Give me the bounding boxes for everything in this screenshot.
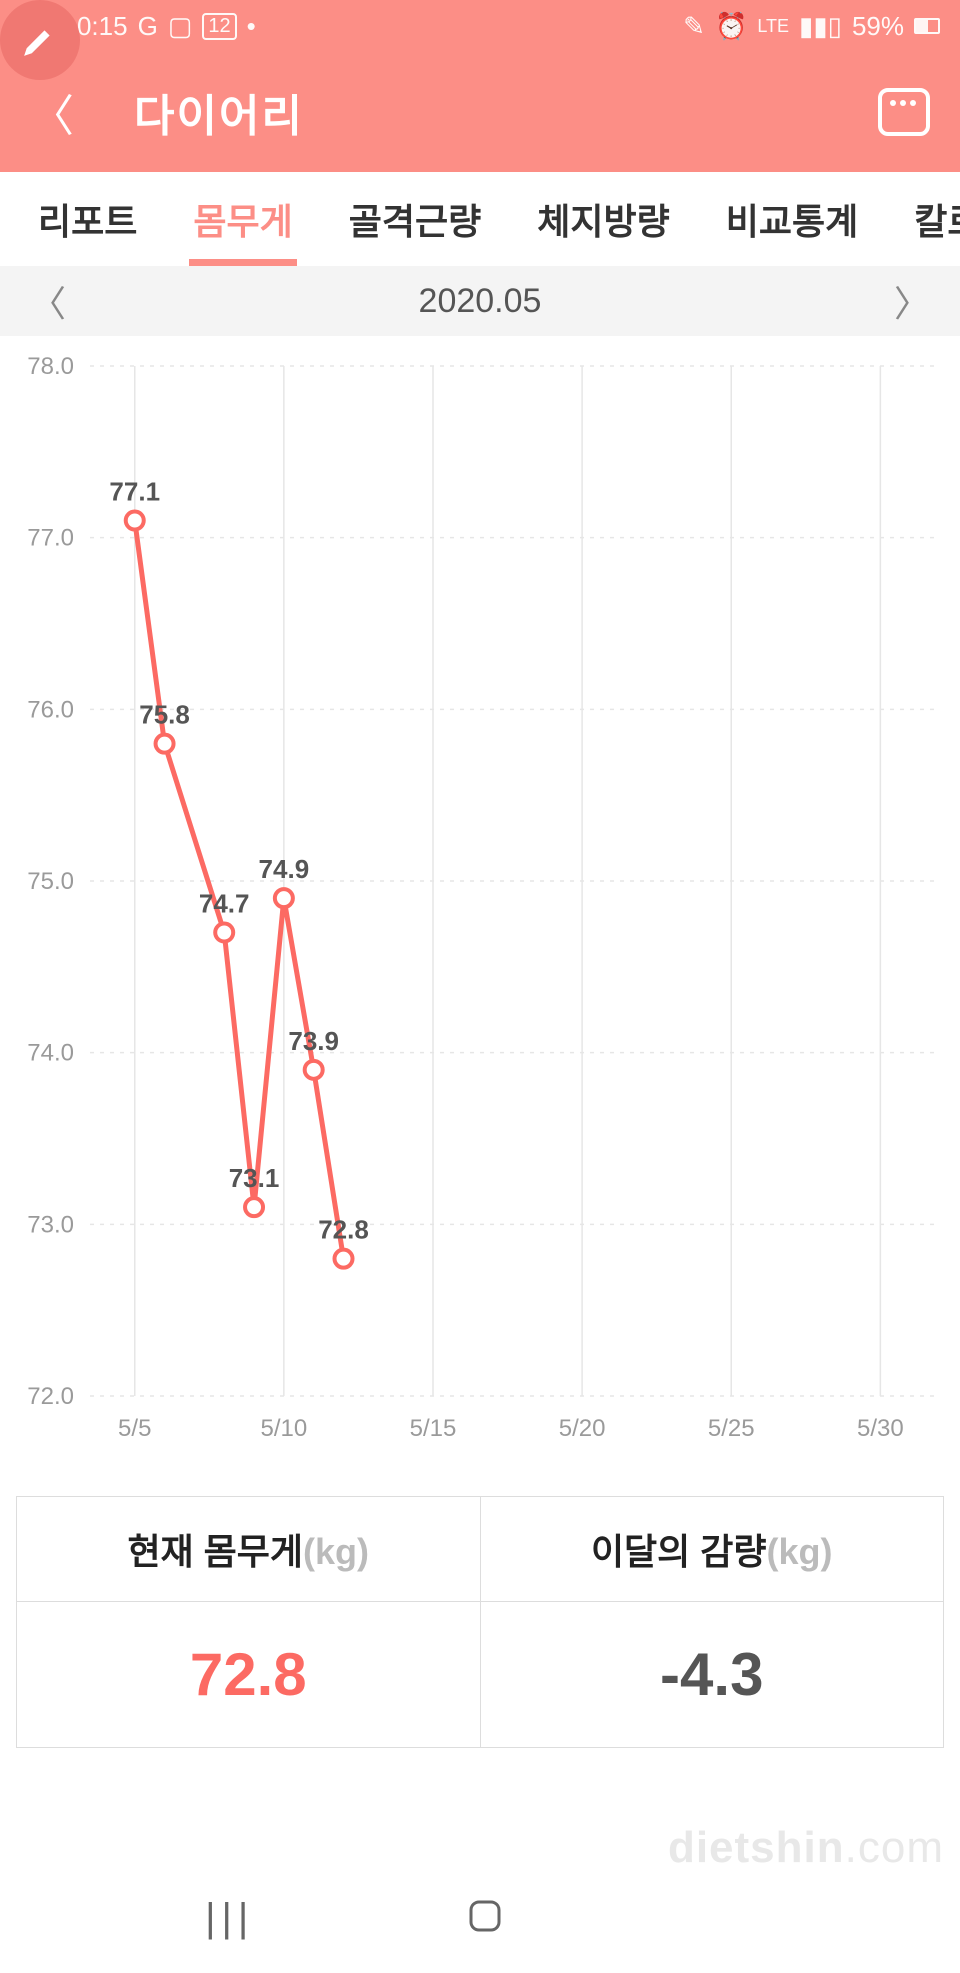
status-bar: U⁺ 10:15 G ▢ 12 • ✎ ⏰ LTE ▮▮▯ 59%: [0, 0, 960, 52]
svg-text:5/25: 5/25: [708, 1415, 755, 1442]
signal-icon: ▮▮▯: [799, 11, 842, 42]
svg-text:73.1: 73.1: [229, 1163, 280, 1193]
svg-text:77.0: 77.0: [27, 525, 74, 552]
back-button[interactable]: 〈: [30, 80, 74, 144]
android-nav-bar: |||: [0, 1863, 960, 1973]
tab-3[interactable]: 체지방량: [509, 172, 697, 266]
battery-icon: [914, 18, 940, 34]
svg-text:74.0: 74.0: [27, 1040, 74, 1067]
svg-text:73.0: 73.0: [27, 1211, 74, 1238]
edit-fab[interactable]: [0, 0, 80, 80]
calendar-button[interactable]: [878, 88, 930, 136]
svg-text:78.0: 78.0: [27, 353, 74, 380]
image-icon: ▢: [168, 11, 193, 42]
weight-chart: 72.0 73.0 74.0 75.0 76.0 77.0 78.0 5/5 5/10 5/15 5…: [0, 336, 960, 1476]
svg-text:73.9: 73.9: [288, 1026, 339, 1056]
svg-text:5/20: 5/20: [559, 1415, 606, 1442]
tab-bar: 리포트몸무게골격근량체지방량비교통계칼로: [0, 172, 960, 266]
pencil-status-icon: ✎: [683, 11, 705, 42]
alarm-icon: ⏰: [715, 11, 747, 42]
svg-text:72.8: 72.8: [318, 1215, 369, 1245]
tab-1[interactable]: 몸무게: [165, 172, 320, 266]
monthly-delta-card: 이달의 감량(kg) -4.3: [480, 1497, 944, 1747]
next-month-button[interactable]: 〉: [894, 275, 930, 327]
tab-4[interactable]: 비교통계: [698, 172, 886, 266]
current-weight-value: 72.8: [17, 1602, 480, 1747]
dot-icon: •: [247, 11, 256, 42]
recent-apps-button[interactable]: |||: [205, 1896, 254, 1941]
current-weight-card: 현재 몸무게(kg) 72.8: [17, 1497, 480, 1747]
svg-text:72.0: 72.0: [27, 1383, 74, 1410]
lte-icon: LTE: [757, 16, 789, 37]
month-label: 2020.05: [419, 282, 542, 321]
monthly-delta-title: 이달의 감량: [591, 1531, 767, 1572]
g-icon: G: [138, 11, 158, 42]
tab-0[interactable]: 리포트: [10, 172, 165, 266]
month-selector: 〈 2020.05 〉: [0, 266, 960, 336]
svg-text:5/5: 5/5: [118, 1415, 151, 1442]
svg-text:77.1: 77.1: [109, 477, 160, 507]
tab-5[interactable]: 칼로: [886, 172, 960, 266]
svg-text:74.7: 74.7: [199, 889, 250, 919]
svg-text:75.0: 75.0: [27, 868, 74, 895]
current-weight-unit: (kg): [303, 1531, 369, 1572]
calendar-mini-icon: 12: [202, 13, 236, 40]
summary-panel: 현재 몸무게(kg) 72.8 이달의 감량(kg) -4.3: [16, 1496, 944, 1748]
svg-text:5/15: 5/15: [410, 1415, 457, 1442]
svg-text:74.9: 74.9: [259, 854, 310, 884]
svg-text:5/10: 5/10: [261, 1415, 308, 1442]
tab-2[interactable]: 골격근량: [321, 172, 509, 266]
battery-label: 59%: [852, 11, 904, 42]
monthly-delta-value: -4.3: [481, 1602, 944, 1747]
current-weight-title: 현재 몸무게: [127, 1531, 303, 1572]
svg-text:76.0: 76.0: [27, 696, 74, 723]
prev-month-button[interactable]: 〈: [30, 275, 66, 327]
svg-text:75.8: 75.8: [139, 700, 190, 730]
svg-text:5/30: 5/30: [857, 1415, 904, 1442]
app-header: 〈 다이어리: [0, 52, 960, 172]
page-title: 다이어리: [134, 80, 304, 144]
monthly-delta-unit: (kg): [767, 1531, 833, 1572]
home-button[interactable]: [465, 1896, 505, 1941]
